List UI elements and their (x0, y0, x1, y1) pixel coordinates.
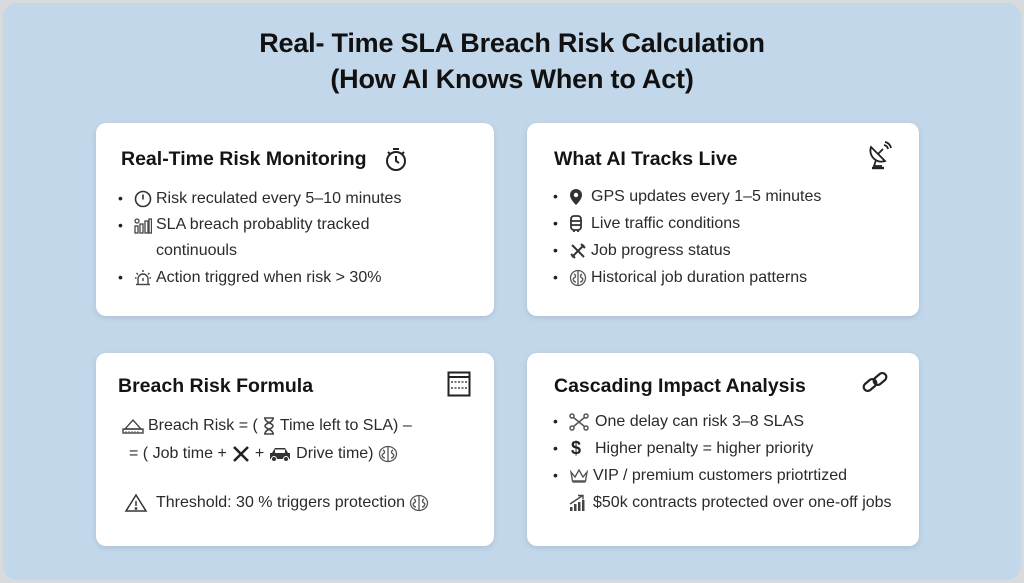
list-item: • Risk reculated every 5–10 minutes (118, 185, 401, 212)
title-line-1: Real- Time SLA Breach Risk Calculation (259, 28, 765, 58)
growth-chart-icon (569, 489, 591, 516)
formula-line-2: = ( Job time + + Drive time) (129, 445, 398, 463)
card-title: Cascading Impact Analysis (554, 375, 806, 397)
infographic-frame: Real- Time SLA Breach Risk Calculation (… (3, 3, 1021, 580)
map-pin-icon (569, 183, 591, 210)
list-item: • Historical job duration patterns (553, 264, 821, 291)
card-ai-tracks: What AI Tracks Live • GPS up (527, 123, 919, 316)
card-cascading-impact: Cascading Impact Analysis • One delay ca… (527, 353, 919, 546)
threshold-line: Threshold: 30 % triggers protection (124, 493, 429, 513)
traffic-light-icon (569, 210, 591, 237)
tracks-list: • GPS updates every 1–5 minutes • (553, 183, 821, 291)
crown-icon (569, 462, 591, 489)
network-icon (569, 408, 591, 435)
card-risk-monitoring: Real-Time Risk Monitoring • Risk reculat… (96, 123, 494, 316)
bar-chart-icon (134, 212, 156, 239)
card-title: Breach Risk Formula (118, 375, 314, 397)
card-title: Real-Time Risk Monitoring (121, 148, 367, 170)
list-item: • SLA breach probablity tracked continuo… (118, 212, 401, 264)
stopwatch-icon (384, 146, 408, 172)
clock-icon (134, 185, 156, 212)
card-breach-formula: Breach Risk Formula Breach Risk = ( (96, 353, 494, 546)
card-title: What AI Tracks Live (554, 148, 738, 170)
satellite-dish-icon (867, 141, 893, 171)
ruler-triangle-icon (122, 417, 144, 435)
tools-icon (231, 445, 251, 463)
list-item: • Job progress status (553, 237, 821, 264)
list-item: • GPS updates every 1–5 minutes (553, 183, 821, 210)
car-icon (268, 445, 292, 463)
formula-line-1: Breach Risk = ( Time left to SLA) – (122, 417, 412, 435)
brain-icon (409, 494, 429, 512)
hourglass-icon (262, 417, 276, 435)
abacus-icon (447, 371, 471, 397)
alarm-siren-icon (134, 264, 156, 291)
list-item: • $ Higher penalty = higher priority (553, 435, 892, 462)
dollar-icon: $ (571, 438, 582, 458)
warning-icon (124, 493, 148, 513)
list-item: • Live traffic conditions (553, 210, 821, 237)
tools-icon (569, 237, 591, 264)
page-title: Real- Time SLA Breach Risk Calculation (… (3, 25, 1021, 97)
list-item: • $50k contracts protected over one-off … (553, 489, 892, 516)
list-item: • One delay can risk 3–8 SLAS (553, 408, 892, 435)
link-icon (860, 369, 890, 397)
monitoring-list: • Risk reculated every 5–10 minutes • (118, 185, 401, 291)
title-line-2: (How AI Knows When to Act) (330, 64, 694, 94)
list-item: • VIP / premium customers priotrtized (553, 462, 892, 489)
brain-icon (378, 445, 398, 463)
list-item: • Action triggred when risk > 30% (118, 264, 401, 291)
cascading-list: • One delay can risk 3–8 SLAS • $ Higher… (553, 408, 892, 516)
brain-icon (569, 264, 591, 291)
